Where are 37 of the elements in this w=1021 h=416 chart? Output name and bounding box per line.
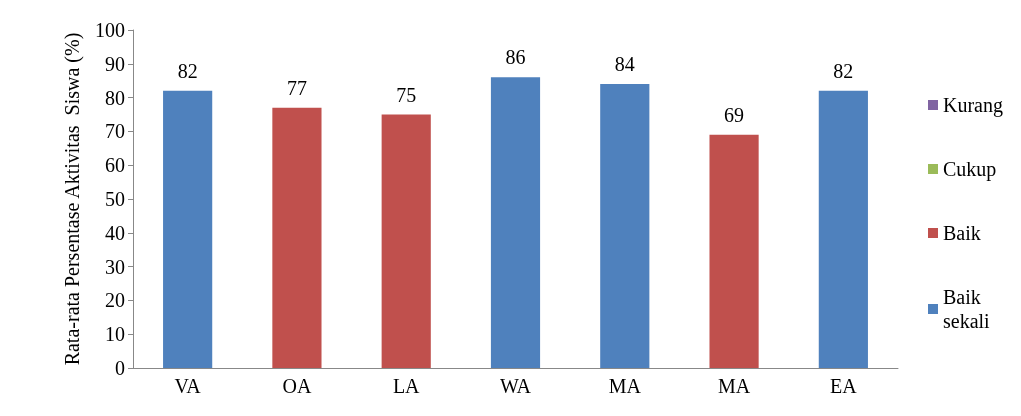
x-tick-label: WA (499, 375, 532, 397)
bar (490, 77, 541, 368)
x-tick-label: EA (830, 375, 858, 397)
bar (272, 107, 322, 368)
y-tick-label: 10 (105, 323, 125, 346)
data-label: 75 (396, 83, 417, 106)
y-tick-label: 60 (105, 154, 125, 177)
data-label: 69 (724, 103, 745, 126)
bar (163, 90, 213, 368)
data-label: 77 (286, 76, 307, 99)
y-tick-label: 50 (105, 188, 125, 210)
x-tick-label: VA (174, 375, 202, 397)
legend-label: Baik (943, 222, 981, 244)
x-tick-label: MA (717, 375, 751, 397)
data-label: 84 (614, 53, 635, 76)
y-tick-label: 100 (95, 19, 125, 41)
y-tick-label: 40 (105, 221, 125, 244)
legend-label: Cukup (943, 158, 997, 181)
legend-label: Kurang (943, 94, 1003, 117)
y-tick-label: 90 (105, 52, 125, 75)
y-axis-title: Rata-rata Persentase Aktivitas Siswa (%) (61, 32, 84, 366)
y-tick-label: 30 (105, 255, 125, 278)
data-label: 82 (177, 59, 198, 82)
bar (600, 84, 650, 368)
y-tick-label: 80 (105, 86, 125, 109)
data-label: 82 (833, 59, 854, 82)
bar (818, 90, 868, 368)
bar (709, 134, 759, 368)
bar (381, 114, 431, 368)
y-tick-label: 20 (105, 289, 125, 312)
y-tick-label: 0 (115, 357, 125, 379)
x-tick-label: LA (392, 375, 421, 397)
legend-label: Baik sekali (943, 286, 991, 332)
data-label: 86 (505, 46, 526, 69)
y-tick-label: 70 (105, 120, 125, 143)
x-tick-label: OA (282, 375, 312, 397)
x-tick-label: MA (608, 375, 642, 397)
